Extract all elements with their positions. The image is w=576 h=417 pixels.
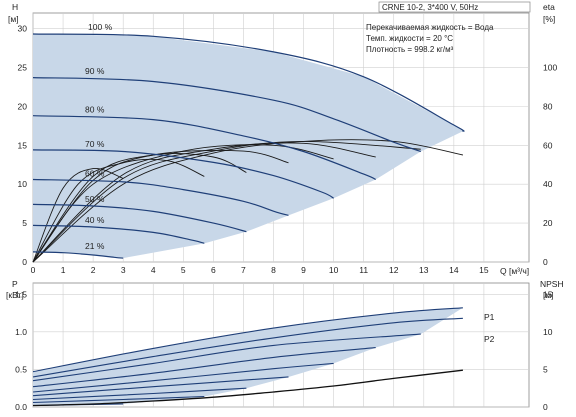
y2-axis-unit-eta: [%]	[543, 14, 555, 24]
power-curves	[32, 307, 463, 407]
y2-tick-label: 20	[543, 218, 553, 228]
speed-label: 80 %	[85, 105, 105, 115]
y2-tick-label: 60	[543, 140, 553, 150]
power-curve	[32, 307, 463, 373]
y-tick-label: 30	[18, 24, 28, 34]
head-curve	[32, 33, 465, 132]
power-area-fill	[33, 307, 463, 406]
power-curve	[32, 387, 247, 401]
p-tick-label: 1.0	[15, 327, 27, 337]
p-tick-label: 0.0	[15, 402, 27, 412]
head-curves	[32, 33, 465, 259]
y-tick-label: 25	[18, 62, 28, 72]
npsh-tick-label: 10	[543, 327, 553, 337]
efficiency-curve	[32, 140, 421, 263]
x-tick-label: 9	[301, 265, 306, 275]
speed-label: 70 %	[85, 139, 105, 149]
temp-text: Темп. жидкости = 20 °C	[366, 34, 453, 43]
p-tick-label: 1.5	[15, 289, 27, 299]
model-text: CRNE 10-2, 3*400 V, 50Hz	[382, 3, 478, 12]
x-tick-label: 0	[31, 265, 36, 275]
p-tick-label: 0.5	[15, 364, 27, 374]
series-label-p2: P2	[484, 334, 495, 344]
bottom-tick-labels: 0.0 0.5 1.0 1.5 0 5 10 15	[15, 289, 553, 412]
power-curve	[32, 333, 421, 382]
x-tick-label: 13	[419, 265, 429, 275]
speed-label: 21 %	[85, 241, 105, 251]
x-tick-label: 3	[121, 265, 126, 275]
npsh-curve	[32, 369, 463, 407]
y-axis-unit-p: [кВт]	[6, 290, 24, 300]
density-text: Плотность = 998.2 кг/м³	[366, 45, 454, 54]
speed-label: 90 %	[85, 66, 105, 76]
npsh-tick-label: 15	[543, 289, 553, 299]
y-axis-label-p: P	[12, 279, 18, 289]
x-tick-label: 5	[181, 265, 186, 275]
speed-label: 50 %	[85, 194, 105, 204]
y2-tick-label: 80	[543, 101, 553, 111]
x-tick-label: 4	[151, 265, 156, 275]
y-axis-label-h: H	[12, 2, 18, 12]
x-tick-label: 12	[389, 265, 399, 275]
y-axis-unit-h: [м]	[8, 14, 19, 24]
head-curve	[32, 115, 376, 181]
head-curve	[32, 203, 247, 233]
y2-tick-label: 40	[543, 179, 553, 189]
y2-tick-label: 100	[543, 62, 557, 72]
series-label-p1: P1	[484, 312, 495, 322]
x-tick-label: 10	[329, 265, 339, 275]
x-tick-label: 2	[91, 265, 96, 275]
speed-label: 100 %	[88, 22, 113, 32]
liquid-text: Перекачиваемая жидкость = Вода	[366, 23, 494, 32]
x-tick-label: 8	[271, 265, 276, 275]
y-tick-label: 15	[18, 140, 28, 150]
y-tick-label: 20	[18, 101, 28, 111]
x-tick-label: 6	[211, 265, 216, 275]
x-tick-label: 15	[479, 265, 489, 275]
x-axis-label-q: Q [м³/ч]	[500, 266, 529, 276]
operating-area-fill	[33, 34, 463, 259]
power-curve	[32, 317, 463, 378]
efficiency-curve	[32, 142, 376, 263]
speed-labels: 100 % 90 % 80 % 70 % 60 % 50 % 40 % 21 %	[85, 22, 113, 251]
speed-label: 40 %	[85, 215, 105, 225]
efficiency-curve	[32, 152, 247, 263]
power-curve	[32, 362, 334, 393]
head-curve	[32, 178, 289, 216]
power-area	[33, 307, 463, 406]
npsh-tick-label: 5	[543, 364, 548, 374]
model-box	[378, 1, 531, 13]
y-tick-label: 0	[22, 257, 27, 267]
x-tick-label: 11	[359, 265, 368, 275]
power-curve	[32, 376, 289, 397]
y-tick-label: 5	[22, 218, 27, 228]
x-tick-label: 14	[449, 265, 459, 275]
y2-axis-label-npsh: NPSH	[540, 279, 564, 289]
top-tick-labels: 0 1 2 3 4 5 6 7 8 9 10 11 12 13 14 15051015202530020406…	[18, 24, 558, 275]
efficiency-curve	[32, 168, 124, 263]
efficiency-curve	[32, 139, 463, 263]
x-tick-label: 1	[61, 265, 66, 275]
head-curve	[32, 149, 334, 199]
head-curve	[32, 77, 421, 153]
npsh-tick-label: 0	[543, 402, 548, 412]
npsh-line	[32, 369, 463, 407]
y-tick-label: 10	[18, 179, 28, 189]
power-curve	[32, 347, 376, 388]
power-curve	[32, 395, 205, 404]
efficiency-curve	[32, 158, 205, 263]
operating-area	[33, 34, 463, 259]
x-tick-label: 7	[241, 265, 246, 275]
head-curve	[32, 251, 124, 259]
speed-label: 60 %	[85, 169, 105, 179]
head-curve	[32, 224, 205, 244]
y2-axis-label-eta: eta	[543, 2, 555, 12]
y2-tick-label: 0	[543, 257, 548, 267]
y2-axis-unit-npsh: [м]	[543, 290, 554, 300]
